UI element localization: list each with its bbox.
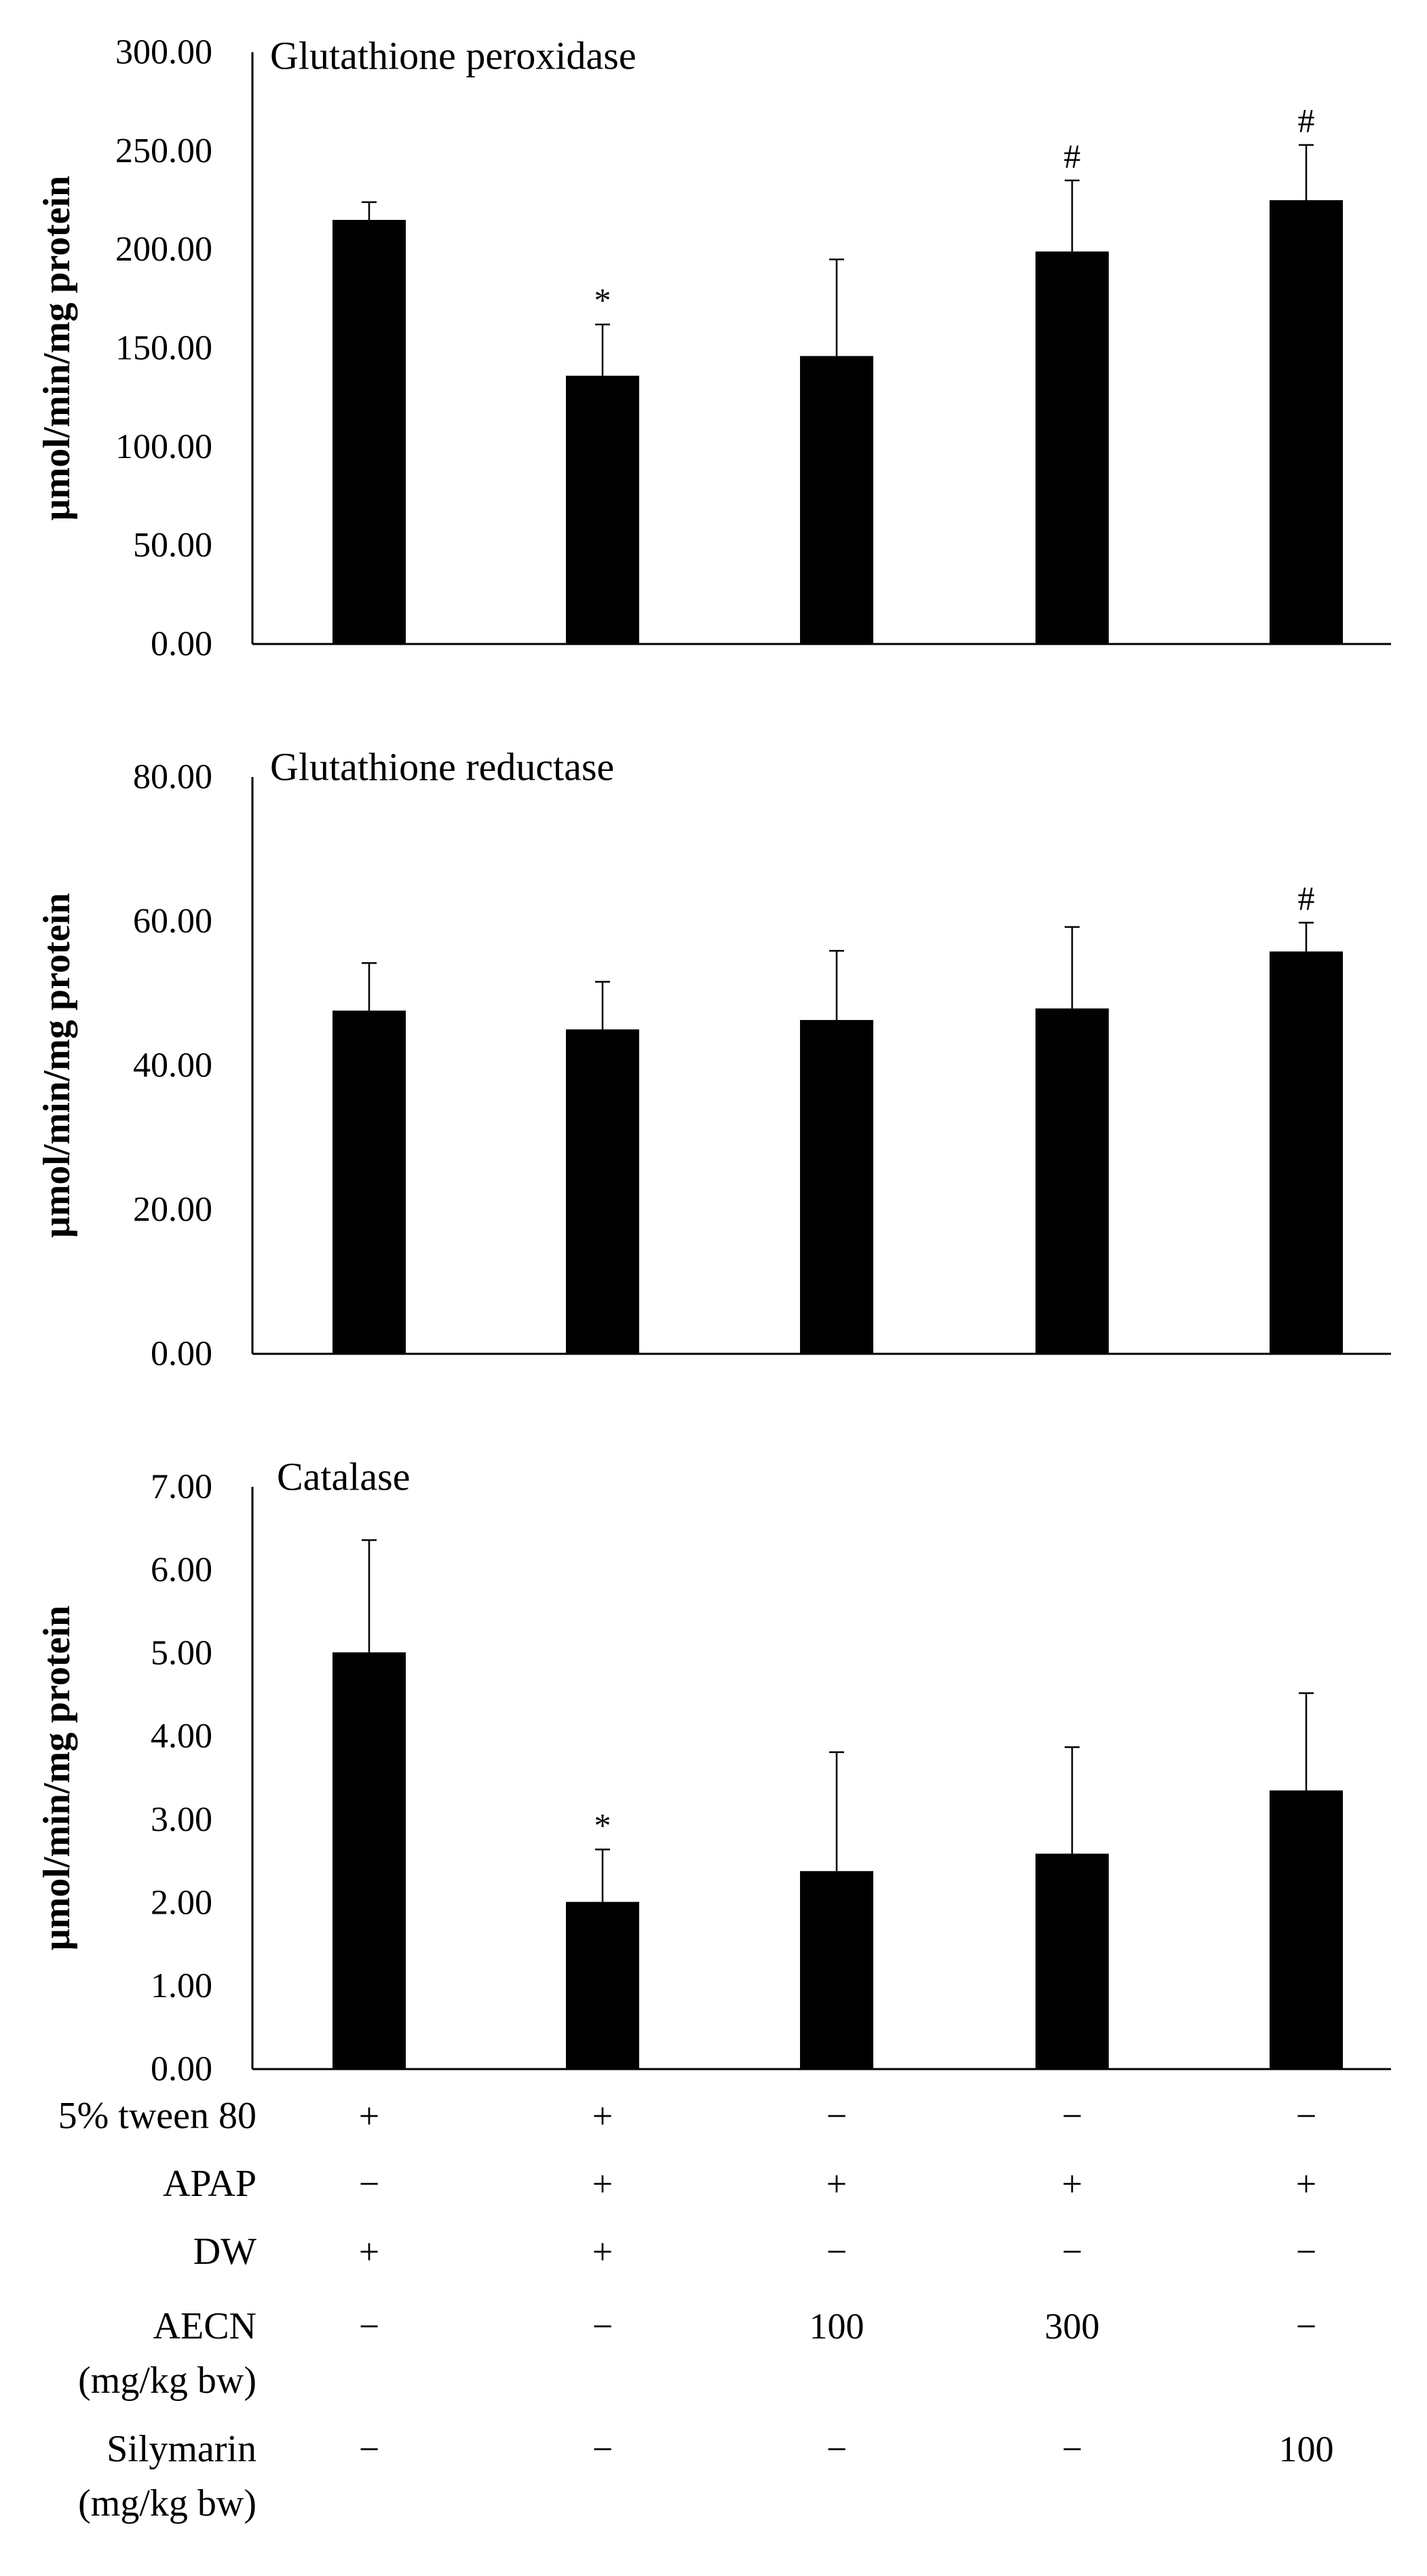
bar [332, 220, 406, 645]
y-tick-label: 20.00 [133, 1190, 212, 1229]
y-axis-label: μmol/min/mg protein [36, 893, 78, 1238]
y-tick-label: 80.00 [133, 758, 212, 797]
y-tick-label: 5.00 [151, 1634, 212, 1673]
treatment-cell: − [826, 2231, 847, 2272]
treatment-cell: 300 [1045, 2306, 1100, 2347]
treatment-cell: − [1062, 2429, 1082, 2469]
significance-mark: * [594, 1806, 611, 1844]
treatment-cell: − [1062, 2231, 1082, 2272]
treatment-cell: − [592, 2306, 613, 2347]
chart-panel-2: 0.00 20.00 40.00 60.00 80.00 Glutathione redu… [36, 745, 1391, 1374]
y-tick-label: 7.00 [151, 1468, 212, 1507]
y-tick-label: 300.00 [115, 33, 212, 72]
bar [332, 1652, 406, 2069]
treatment-cell: + [359, 2231, 379, 2272]
y-tick-label: 4.00 [151, 1717, 212, 1756]
row-label: AECN [153, 2305, 256, 2347]
bar [800, 1871, 873, 2069]
bar [1035, 1008, 1109, 1354]
y-tick-label: 200.00 [115, 230, 212, 269]
bar [1270, 1790, 1343, 2069]
treatment-cell: − [826, 2096, 847, 2136]
treatment-cell: − [359, 2163, 379, 2204]
y-tick-label: 3.00 [151, 1800, 212, 1839]
y-axis-label: μmol/min/mg protein [36, 1606, 78, 1950]
significance-mark: # [1064, 137, 1081, 175]
y-tick-label: 0.00 [151, 2050, 212, 2089]
chart-title: Glutathione reductase [270, 745, 614, 789]
y-tick-label: 250.00 [115, 132, 212, 170]
treatment-cell: − [1296, 2306, 1316, 2347]
chart-panel-3: 0.00 1.00 2.00 3.00 4.00 5.00 6.00 7.00 Catalase… [36, 1455, 1391, 2089]
y-tick-label: 150.00 [115, 329, 212, 368]
chart-panel-1: 0.00 50.00 100.00 150.00 200.00 250.00 300.00 G… [36, 33, 1391, 664]
bar [566, 375, 639, 644]
y-axis-label: μmol/min/mg protein [36, 176, 78, 520]
treatment-cell: + [592, 2231, 613, 2272]
treatment-cell: + [826, 2163, 847, 2204]
treatment-cell: + [359, 2096, 379, 2136]
treatment-cell: 100 [810, 2306, 864, 2347]
treatment-cell: 100 [1279, 2429, 1334, 2469]
row-label: DW [193, 2231, 256, 2273]
bar [1270, 200, 1343, 644]
treatment-cell: − [359, 2306, 379, 2347]
significance-mark: # [1298, 879, 1315, 917]
bar [1035, 251, 1109, 644]
significance-mark: * [594, 281, 611, 319]
bar [1270, 951, 1343, 1354]
chart-title: Catalase [277, 1455, 410, 1499]
treatment-cell: − [359, 2429, 379, 2469]
treatment-cell: + [1296, 2163, 1316, 2204]
treatment-cell: − [1296, 2231, 1316, 2272]
y-tick-label: 100.00 [115, 428, 212, 466]
y-tick-label: 0.00 [151, 1335, 212, 1374]
row-label: (mg/kg bw) [78, 2360, 256, 2402]
bar [332, 1010, 406, 1354]
chart-title: Glutathione peroxidase [270, 34, 636, 78]
treatment-cell: + [592, 2163, 613, 2204]
row-label: APAP [163, 2163, 256, 2205]
bar [800, 356, 873, 644]
y-tick-label: 0.00 [151, 625, 212, 664]
significance-mark: # [1298, 102, 1315, 140]
bar [1035, 1853, 1109, 2069]
y-tick-label: 40.00 [133, 1046, 212, 1085]
y-tick-label: 6.00 [151, 1551, 212, 1589]
treatment-cell: − [592, 2429, 613, 2469]
row-label: (mg/kg bw) [78, 2482, 256, 2524]
bar [566, 1029, 639, 1354]
bar [566, 1901, 639, 2069]
treatment-cell: − [1062, 2096, 1082, 2136]
y-tick-label: 1.00 [151, 1967, 212, 2005]
treatment-table: 5% tween 80 + + − − − APAP − + + + + DW + + − − − AECN (mg/… [58, 2095, 1334, 2524]
treatment-cell: + [592, 2096, 613, 2136]
y-tick-label: 50.00 [133, 526, 212, 565]
y-tick-label: 2.00 [151, 1883, 212, 1922]
y-tick-label: 60.00 [133, 902, 212, 941]
treatment-cell: − [826, 2429, 847, 2469]
bar [800, 1020, 873, 1354]
treatment-cell: − [1296, 2096, 1316, 2136]
treatment-cell: + [1062, 2163, 1082, 2204]
row-label: Silymarin [107, 2428, 256, 2470]
row-label: 5% tween 80 [58, 2095, 256, 2137]
